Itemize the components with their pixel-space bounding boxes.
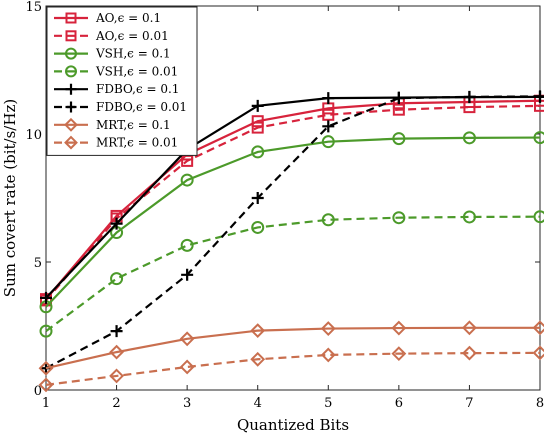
legend-label: FDBO,ϵ = 0.1 <box>96 82 179 96</box>
data-point <box>110 325 123 338</box>
legend-label: MRT,ϵ = 0.1 <box>96 118 171 132</box>
legend: AO,ϵ = 0.1 AO,ϵ = 0.01 VSH,ϵ = 0.1 VSH,ϵ = … <box>46 6 198 156</box>
y-tick-label: 15 <box>25 0 42 15</box>
x-axis-label: Quantized Bits <box>237 416 349 434</box>
data-point <box>321 135 335 149</box>
y-tick-label: 0 <box>34 384 42 399</box>
data-point <box>110 272 124 286</box>
series-4 <box>39 210 544 338</box>
legend-entry: MRT,ϵ = 0.01 <box>54 136 178 150</box>
legend-label: AO,ϵ = 0.1 <box>95 11 161 25</box>
data-point <box>251 220 265 234</box>
y-tick-label: 10 <box>25 128 42 143</box>
data-point <box>65 47 77 60</box>
data-point <box>391 320 407 336</box>
data-point <box>322 108 335 121</box>
data-point <box>462 320 477 336</box>
y-axis-label: Sum covert rate (bit/s/Hz) <box>1 99 19 297</box>
series-line <box>45 95 541 370</box>
axes-frame <box>45 5 541 391</box>
data-point <box>392 132 406 146</box>
data-point <box>532 320 544 336</box>
series-layer <box>38 90 544 393</box>
data-point <box>38 377 54 393</box>
data-point <box>64 117 78 132</box>
data-point <box>181 268 194 281</box>
x-tick-label: 7 <box>465 396 473 411</box>
data-point <box>251 115 264 128</box>
data-point <box>250 323 266 339</box>
data-point <box>179 331 195 347</box>
data-point <box>251 192 264 204</box>
data-point <box>392 92 405 105</box>
legend-entry: AO,ϵ = 0.01 <box>54 29 169 43</box>
legend-entry: VSH,ϵ = 0.1 <box>54 47 171 61</box>
data-point <box>251 121 264 134</box>
data-point <box>64 135 78 150</box>
data-point <box>250 351 266 367</box>
legend-label: AO,ϵ = 0.01 <box>95 29 169 43</box>
data-point <box>65 65 77 78</box>
data-point <box>109 368 124 384</box>
data-point <box>65 83 77 95</box>
data-point <box>462 345 477 361</box>
data-point <box>39 324 53 338</box>
x-tick-label: 6 <box>395 396 403 411</box>
legend-label: VSH,ϵ = 0.1 <box>95 47 171 61</box>
data-point <box>533 210 544 224</box>
legend-label: FDBO,ϵ = 0.01 <box>96 100 187 114</box>
data-point <box>322 92 335 105</box>
x-tick-label: 3 <box>183 396 191 411</box>
data-point <box>534 90 544 103</box>
legend-entry: VSH,ϵ = 0.01 <box>54 64 178 78</box>
data-point <box>320 347 336 363</box>
data-point <box>321 213 335 227</box>
series-line <box>45 215 541 333</box>
data-point <box>109 344 124 360</box>
series-line <box>45 104 541 302</box>
series-line <box>45 136 541 308</box>
data-point <box>38 360 54 376</box>
x-tick-label: 5 <box>324 396 332 411</box>
legend-label: VSH,ϵ = 0.01 <box>95 64 178 78</box>
legend-entry: AO,ϵ = 0.1 <box>54 11 161 25</box>
data-point <box>322 120 335 133</box>
series-line <box>45 326 540 370</box>
data-point <box>251 145 265 159</box>
axes: 1 2 3 4 5 6 7 8 0 5 10 15 <box>25 0 544 411</box>
data-point <box>462 131 476 145</box>
x-tick-label: 8 <box>536 396 544 411</box>
legend-entry: FDBO,ϵ = 0.01 <box>54 100 187 114</box>
legend-entry: MRT,ϵ = 0.1 <box>54 118 171 132</box>
data-point <box>463 90 476 103</box>
data-point <box>392 103 405 116</box>
data-point <box>65 12 77 24</box>
series-7 <box>38 320 544 376</box>
data-point <box>462 210 476 224</box>
data-point <box>179 359 195 375</box>
data-point <box>392 211 406 225</box>
series-line <box>45 99 541 300</box>
data-point <box>251 99 264 112</box>
series-8 <box>38 345 544 393</box>
data-point <box>40 291 52 304</box>
data-point <box>65 30 77 42</box>
x-tick-label: 1 <box>42 396 50 411</box>
data-point <box>320 321 336 336</box>
legend-label: MRT,ϵ = 0.01 <box>96 136 178 150</box>
legend-entry: FDBO,ϵ = 0.1 <box>54 82 179 96</box>
data-point <box>533 131 544 145</box>
data-point <box>532 345 544 361</box>
data-point <box>65 101 77 113</box>
y-tick-label: 5 <box>34 256 42 271</box>
data-point <box>391 346 407 362</box>
data-point <box>180 238 194 252</box>
data-point <box>110 217 123 230</box>
x-tick-label: 4 <box>254 396 262 411</box>
data-point <box>180 173 194 187</box>
series-line <box>45 351 541 386</box>
x-tick-label: 2 <box>112 396 120 411</box>
